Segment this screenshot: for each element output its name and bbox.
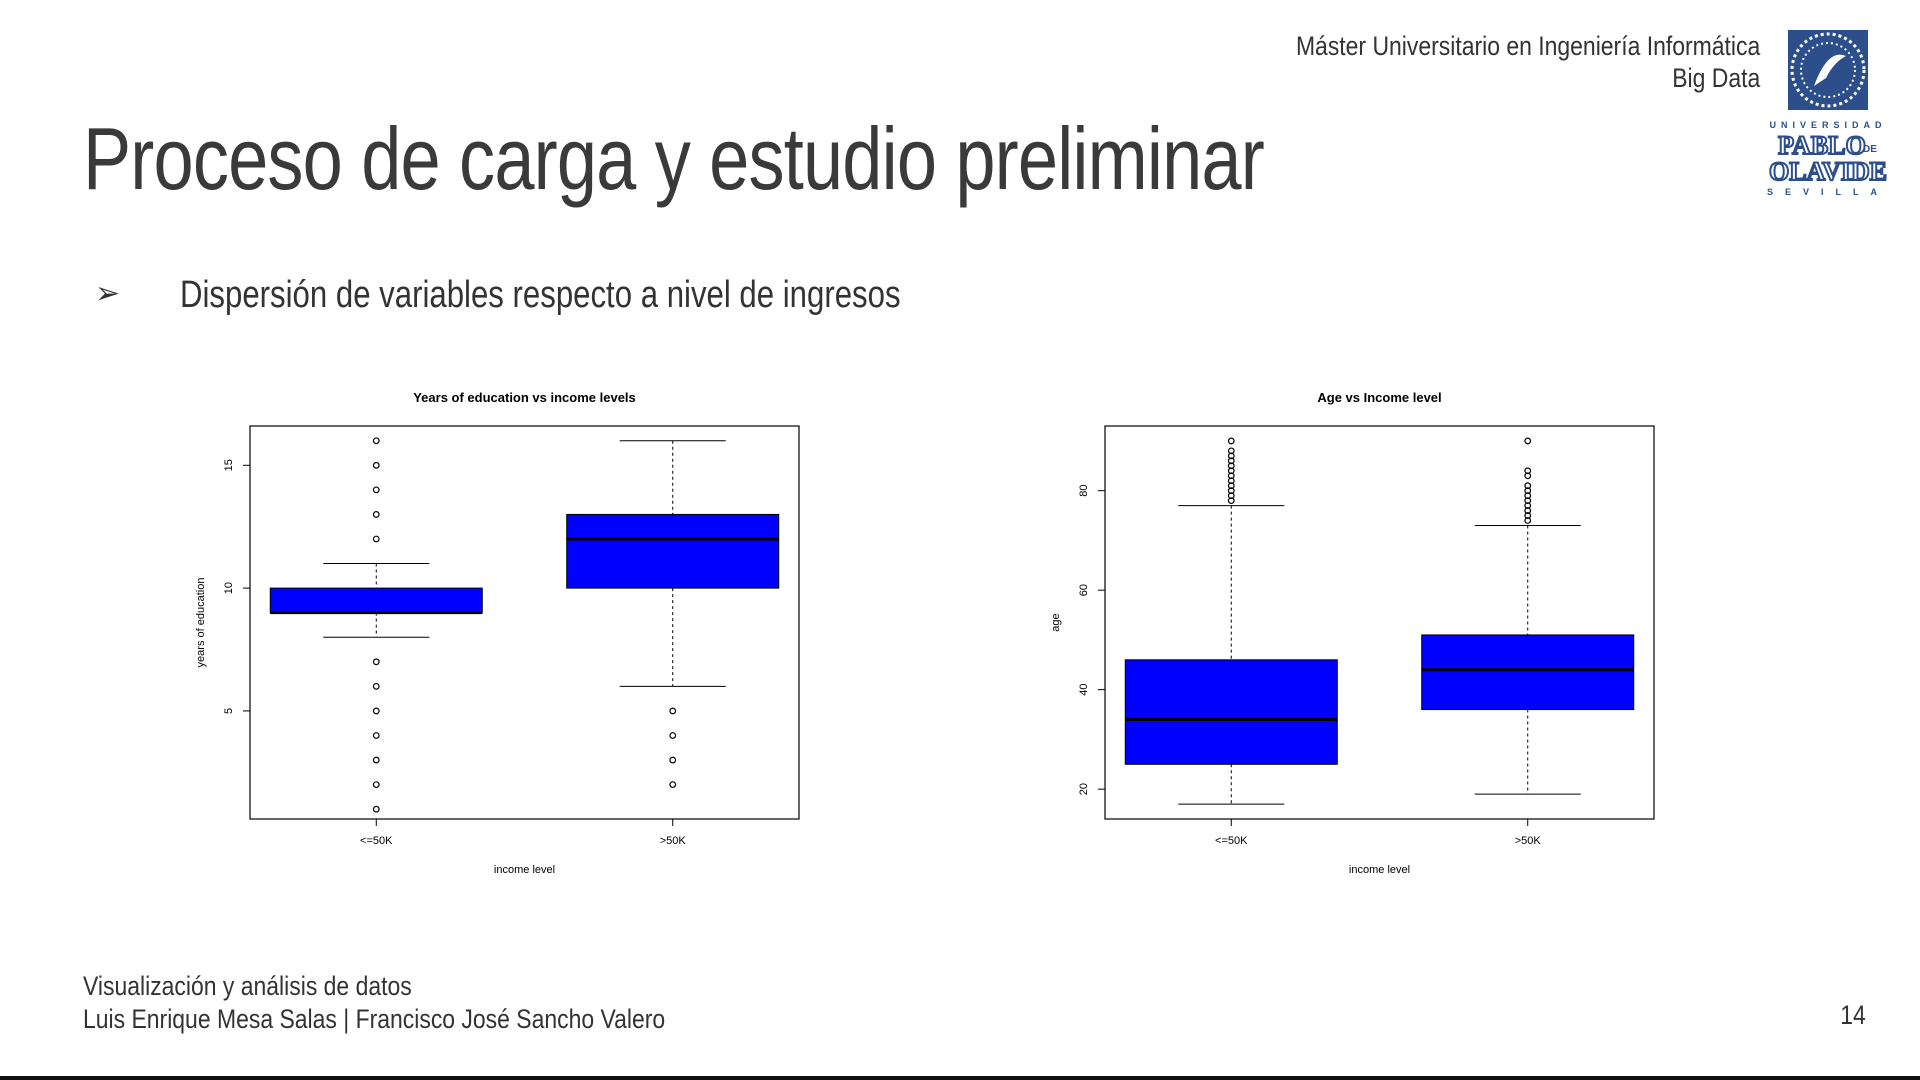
chart-title: Years of education vs income levels (413, 390, 636, 405)
outlier-point (1227, 467, 1235, 475)
outlier-point (1227, 437, 1235, 445)
y-axis-label: age (1050, 613, 1062, 631)
outlier-point (1227, 472, 1235, 480)
outlier-point (1524, 487, 1532, 495)
outlier-point (1227, 487, 1235, 495)
outlier-point (669, 756, 677, 764)
footer: Visualización y análisis de datos Luis E… (83, 970, 768, 1036)
y-axis-label: years of education (195, 578, 207, 668)
x-axis-label: income level (494, 864, 555, 876)
university-logo: UNIVERSIDAD PABLO DE OLAVIDE SEVILLA (1767, 30, 1889, 197)
outlier-point (372, 535, 380, 543)
logo-main-text-2: OLAVIDE (1769, 157, 1887, 186)
logo-bottom-text: SEVILLA (1767, 187, 1889, 197)
outlier-point (1227, 457, 1235, 465)
y-tick-label: 80 (1078, 485, 1090, 497)
chart-age-vs-income: Age vs Income level income level age 20 40 60… (1050, 390, 1655, 876)
y-tick-label: 20 (1078, 783, 1090, 795)
bottom-divider (0, 1076, 1920, 1080)
outlier-point (1227, 447, 1235, 455)
logo-main-text-1: PABLO (1778, 131, 1866, 160)
box-iqr (1124, 659, 1338, 765)
logo-de-text: DE (1863, 144, 1877, 155)
x-tick-label: >50K (660, 835, 687, 847)
outlier-point (372, 732, 380, 739)
outlier-point (372, 756, 380, 764)
outlier-point (1524, 472, 1532, 480)
arrow-bullet-icon: ➢ (95, 277, 121, 310)
outlier-point (1524, 517, 1532, 524)
outlier-point (1524, 467, 1532, 475)
course-name: Máster Universitario en Ingeniería Infor… (1295, 31, 1760, 61)
bullet-text: Dispersión de variables respecto a nivel… (180, 274, 901, 316)
outlier-point (1524, 507, 1532, 514)
outlier-point (372, 805, 380, 813)
box-iqr (269, 587, 483, 614)
outlier-point (372, 781, 380, 789)
x-tick-label: <=50K (1215, 835, 1248, 847)
y-tick-label: 60 (1078, 584, 1090, 596)
x-tick-label: <=50K (360, 835, 393, 847)
x-tick-label: >50K (1515, 835, 1542, 847)
y-tick-label: 15 (223, 459, 235, 471)
outlier-point (1227, 482, 1235, 490)
outlier-point (372, 461, 380, 469)
outlier-point (1227, 497, 1235, 505)
outlier-point (372, 511, 380, 518)
logo-top-text: UNIVERSIDAD (1769, 120, 1886, 130)
outlier-point (1524, 482, 1532, 490)
outlier-point (372, 707, 380, 715)
course-specialty: Big Data (1671, 63, 1760, 93)
outlier-point (1524, 492, 1532, 500)
outlier-point (1227, 462, 1235, 470)
footer-authors: Luis Enrique Mesa Salas | Francisco José… (83, 1004, 666, 1034)
page-number: 14 (1840, 1000, 1866, 1030)
outlier-point (669, 707, 677, 715)
outlier-point (372, 486, 380, 494)
plot-frame (249, 425, 800, 820)
outlier-point (669, 781, 677, 789)
box-iqr (566, 513, 780, 589)
outlier-point (372, 682, 380, 690)
outlier-point (1227, 477, 1235, 485)
outlier-point (1227, 492, 1235, 500)
outlier-point (1524, 437, 1532, 445)
y-tick-label: 5 (223, 708, 235, 714)
outlier-point (1524, 502, 1532, 509)
y-tick-label: 10 (223, 582, 235, 594)
outlier-point (372, 437, 380, 445)
plot-frame (1104, 425, 1655, 820)
footer-course: Visualización y análisis de datos (83, 971, 412, 1001)
chart-education-vs-income: Years of education vs income levels incom… (195, 390, 800, 876)
outlier-point (372, 658, 380, 666)
x-axis-label: income level (1349, 864, 1410, 876)
slide-title: Proceso de carga y estudio preliminar (83, 109, 1265, 208)
outlier-point (1524, 497, 1532, 505)
outlier-point (1227, 452, 1235, 460)
outlier-point (669, 732, 677, 739)
box-iqr (1421, 634, 1635, 711)
outlier-point (1524, 512, 1532, 519)
chart-title: Age vs Income level (1317, 390, 1441, 405)
y-tick-label: 40 (1078, 684, 1090, 696)
course-header: Máster Universitario en Ingeniería Infor… (1214, 30, 1760, 94)
